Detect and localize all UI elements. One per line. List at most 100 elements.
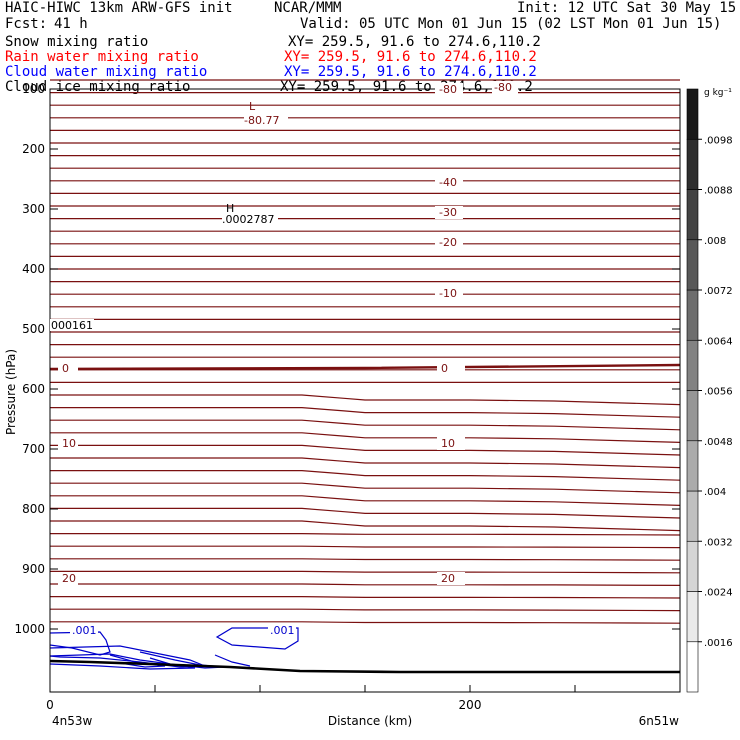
colorbar-label: .0048 — [704, 437, 733, 448]
cloud-water-label: .001 — [270, 624, 295, 637]
isotherm-label-background — [437, 437, 465, 450]
colorbar-label: .0016 — [704, 638, 733, 649]
isotherm-line — [50, 470, 681, 481]
colorbar-swatch — [686, 591, 699, 643]
isotherm-line — [50, 457, 681, 469]
y-tick-label: 500 — [22, 322, 45, 336]
colorbar-swatch — [686, 390, 699, 442]
isotherm-line — [50, 482, 681, 494]
y-tick-label: 1000 — [14, 622, 45, 636]
isotherm-line — [50, 570, 681, 574]
colorbar-label: .0098 — [704, 135, 733, 146]
isotherm-line — [50, 507, 681, 519]
colorbar-swatch — [686, 641, 699, 693]
isotherm-line — [50, 545, 681, 549]
high-value-background — [222, 214, 278, 226]
y-axis-label: Pressure (hPa) — [4, 349, 18, 435]
x-start-location: 4n53w — [52, 714, 93, 728]
cloud-water-label-background — [70, 624, 98, 637]
snow-field-name: Snow mixing ratio — [5, 34, 149, 50]
colorbar-label: .0056 — [704, 387, 733, 398]
isotherm-label-left: 20 — [62, 572, 76, 585]
x-tick-label: 0 — [46, 698, 54, 712]
colorbar-label: .0024 — [704, 588, 733, 599]
isotherm-label-left: 0 — [62, 362, 69, 375]
isotherm-line — [50, 621, 681, 624]
model-title: HAIC-HIWC 13km ARW-GFS init — [5, 0, 233, 16]
colorbar-label: .0088 — [704, 186, 733, 197]
cloud-water-contour — [215, 627, 299, 650]
isotherm-line — [50, 495, 681, 506]
value-label-background — [50, 319, 94, 331]
cloud-ice-field-name: Cloud ice mixing ratio — [5, 79, 191, 95]
colorbar-swatch — [686, 239, 699, 291]
colorbar-unit: g kg⁻¹ — [704, 88, 732, 98]
isotherm-label-background — [58, 572, 78, 585]
isotherm-label: -10 — [439, 287, 457, 300]
isotherm-label: 10 — [441, 437, 455, 450]
colorbar-label: .0072 — [704, 286, 733, 297]
terrain-line — [49, 659, 680, 674]
isotherm-label: -20 — [439, 236, 457, 249]
cloud-ice-value-label: 000161 — [51, 319, 93, 332]
isotherm-line — [50, 583, 681, 586]
colorbar-swatch — [686, 440, 699, 492]
isotherm-label-background — [435, 206, 463, 219]
isotherm-line — [50, 407, 681, 418]
isotherm-label-background — [437, 362, 465, 375]
colorbar-swatch — [686, 289, 699, 341]
high-value: .0002787 — [222, 213, 275, 226]
colorbar-swatch — [686, 339, 699, 391]
snow-field-xy: XY= 259.5, 91.6 to 274.6,110.2 — [288, 34, 541, 50]
init-time: Init: 12 UTC Sat 30 May 15 — [517, 0, 737, 16]
isotherm-label-background — [435, 176, 463, 189]
y-tick-label: 100 — [22, 82, 45, 96]
y-tick-label: 700 — [22, 442, 45, 456]
isotherm-line — [50, 533, 681, 536]
valid-time: Valid: 05 UTC Mon 01 Jun 15 (02 LST Mon … — [300, 16, 722, 32]
y-tick-label: 900 — [22, 562, 45, 576]
colorbar-swatch — [686, 490, 699, 542]
low-value-background — [244, 114, 288, 126]
cloud-water-contour — [109, 654, 166, 668]
isotherm-line — [50, 558, 681, 561]
isotherm-line — [50, 432, 681, 443]
isotherm-label: -40 — [439, 176, 457, 189]
high-marker: H — [226, 202, 234, 215]
isotherm-label-background — [492, 81, 518, 94]
forecast-hour: 41 h — [54, 16, 88, 32]
colorbar-swatch — [686, 88, 699, 140]
isotherm-label-background — [58, 362, 78, 375]
low-marker: L — [249, 100, 256, 113]
x-end-location: 6n51w — [639, 714, 680, 728]
colorbar-label: .004 — [704, 487, 726, 498]
y-tick-label: 200 — [22, 142, 45, 156]
cloud-water-label-background — [268, 624, 296, 637]
isotherm-label: -30 — [439, 206, 457, 219]
low-value: -80.77 — [244, 114, 279, 127]
cloud-water-contour — [214, 654, 251, 667]
isotherm-line — [50, 419, 681, 431]
isotherm-line — [50, 596, 681, 599]
isotherm-label-background — [435, 236, 463, 249]
isotherm-label-background — [58, 437, 78, 450]
colorbar-label: .0032 — [704, 537, 733, 548]
isotherm-label-background — [435, 83, 463, 96]
cloud-water-field-xy: XY= 259.5, 91.6 to 274.6,110.2 — [284, 64, 537, 80]
forecast-label: Fcst: — [5, 16, 48, 32]
colorbar-swatch — [686, 189, 699, 241]
y-tick-label: 400 — [22, 262, 45, 276]
colorbar-label: .0064 — [704, 336, 733, 347]
zero-isotherm-line — [49, 363, 681, 371]
cloud-water-contour — [49, 631, 111, 656]
isotherm-label-background — [435, 287, 463, 300]
colorbar-label: .008 — [704, 236, 726, 247]
rain-field-xy: XY= 259.5, 91.6 to 274.6,110.2 — [284, 49, 537, 65]
colorbar-swatch — [686, 540, 699, 592]
rain-field-name: Rain water mixing ratio — [5, 49, 199, 65]
x-tick-label: 200 — [459, 698, 482, 712]
isotherm-label: -80 — [439, 83, 457, 96]
isotherm-label-background — [437, 572, 465, 585]
y-tick-label: 600 — [22, 382, 45, 396]
